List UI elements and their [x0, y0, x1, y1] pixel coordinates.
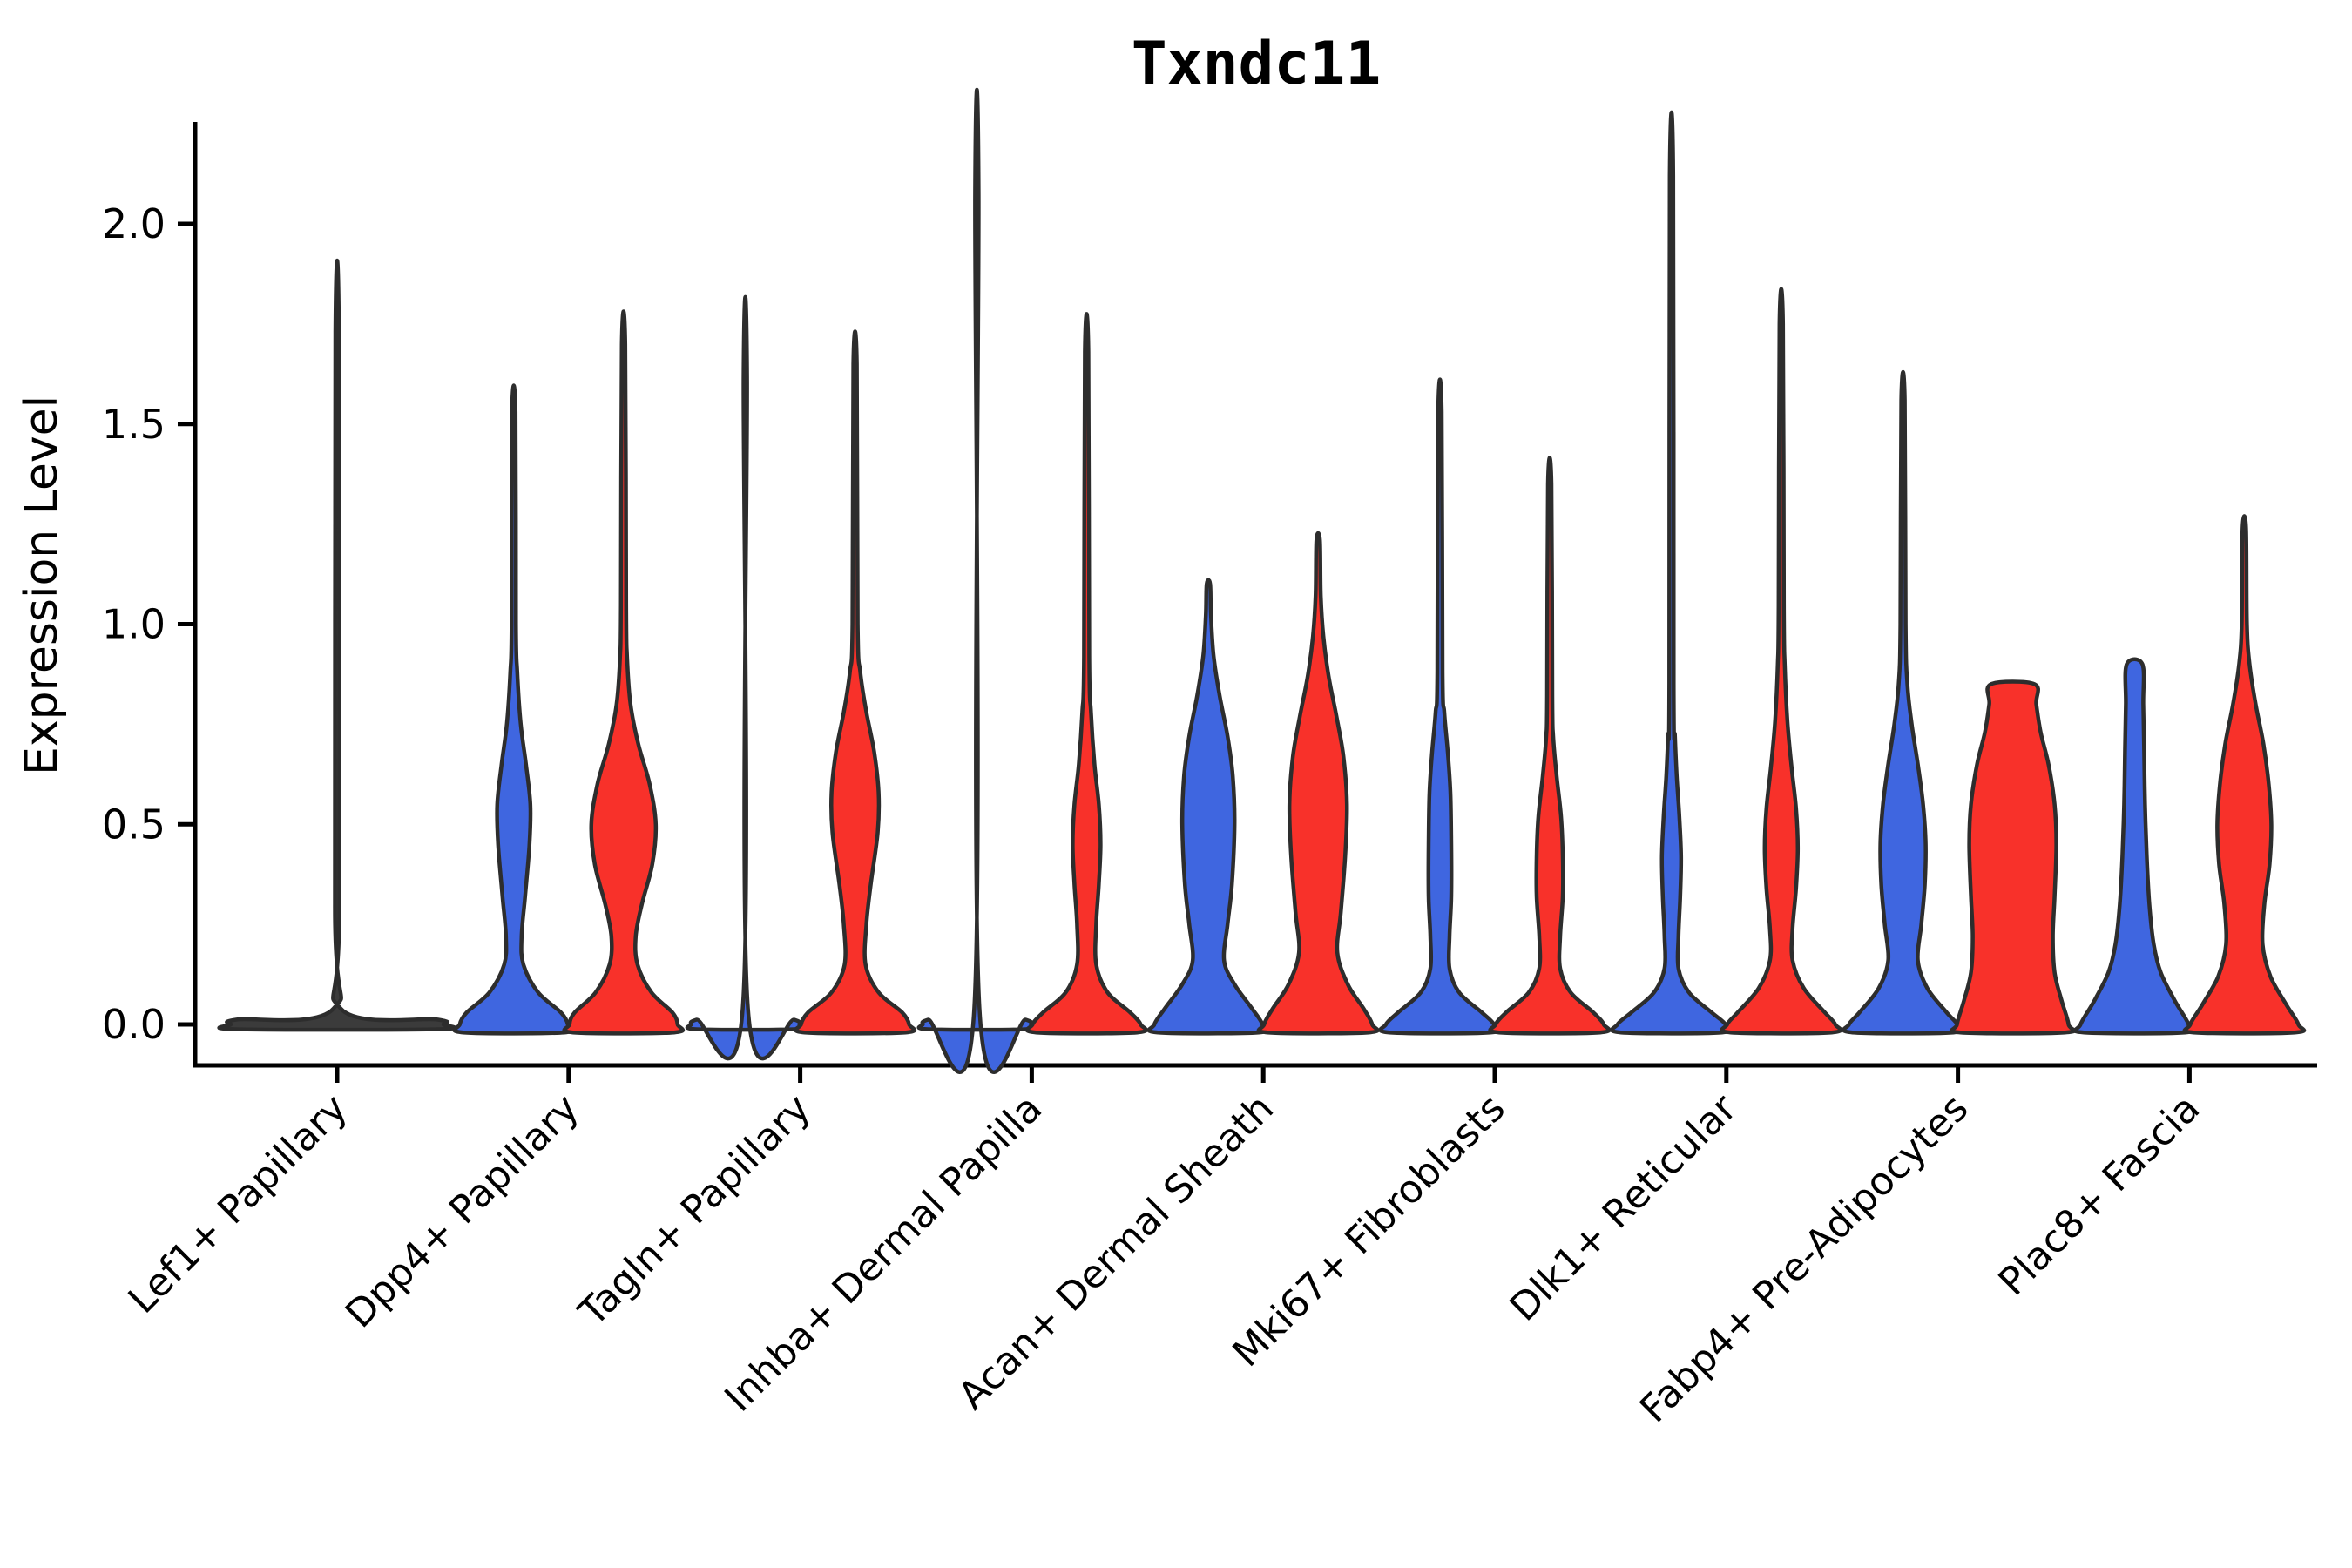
violin-dlk1-red: [1720, 287, 1843, 1036]
violin-mki67-red: [1488, 456, 1612, 1036]
y-tick-label: 0.5: [102, 801, 166, 848]
violin-dpp4-blue: [452, 383, 576, 1036]
violin-fabp4-blue: [1841, 369, 1965, 1036]
violin-tagln-red: [794, 329, 917, 1036]
violin-acan-blue: [1146, 578, 1270, 1036]
y-axis-label: Expression Level: [16, 395, 68, 776]
violin-lef1-single: [217, 259, 457, 1032]
x-tick-label: Tagln+ Papillary: [570, 1086, 819, 1335]
x-tick-label: Dlk1+ Reticular: [1502, 1085, 1747, 1330]
chart-title: Txndc11: [1131, 30, 1382, 98]
violin-plac8-red: [2182, 514, 2307, 1036]
violin-fabp4-red: [1949, 679, 2077, 1036]
y-tick-label: 1.5: [102, 401, 166, 448]
x-tick-label: Lef1+ Papillary: [120, 1086, 356, 1322]
violin-tagln-blue: [685, 294, 806, 1061]
violin-inhba-blue: [916, 87, 1037, 1074]
violin-acan-red: [1256, 531, 1380, 1036]
violin-plac8-blue: [2072, 657, 2197, 1036]
y-tick-label: 0.0: [102, 1001, 166, 1048]
x-tick-label: Plac8+ Fascia: [1990, 1086, 2209, 1305]
y-tick-label: 1.0: [102, 601, 166, 648]
x-tick-label: Dpp4+ Papillary: [337, 1086, 588, 1337]
y-tick-label: 2.0: [102, 200, 166, 247]
violin-inhba-red: [1024, 312, 1149, 1036]
violin-dlk1-blue: [1609, 110, 1734, 1036]
violin-dpp4-red: [562, 309, 686, 1036]
violin-mki67-blue: [1378, 377, 1502, 1036]
